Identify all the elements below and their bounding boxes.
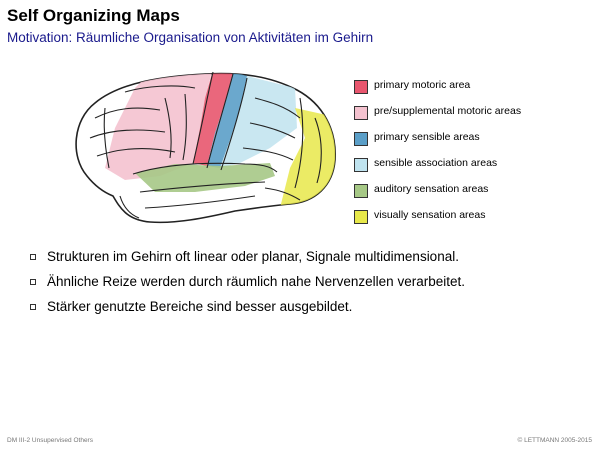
legend-label: auditory sensation areas xyxy=(374,183,489,195)
bullet-text: Strukturen im Gehirn oft linear oder pla… xyxy=(47,249,459,264)
bullet-square-icon xyxy=(30,254,36,260)
footer-copyright: © LETTMANN 2005-2015 xyxy=(517,437,592,444)
slide-title: Self Organizing Maps xyxy=(7,6,180,25)
legend-label: primary motoric area xyxy=(374,79,471,91)
bullet-text: Ähnliche Reize werden durch räumlich nah… xyxy=(47,274,465,289)
bullet-square-icon xyxy=(30,279,36,285)
legend-swatch xyxy=(354,132,368,146)
legend-swatch xyxy=(354,106,368,120)
bullet-square-icon xyxy=(30,304,36,310)
slide-subtitle: Motivation: Räumliche Organisation von A… xyxy=(7,30,374,45)
legend-swatch xyxy=(354,80,368,94)
legend-label: primary sensible areas xyxy=(374,131,480,143)
brain-illustration xyxy=(65,68,345,234)
legend-label: visually sensation areas xyxy=(374,209,486,221)
legend-swatch xyxy=(354,184,368,198)
bullet-text: Stärker genutzte Bereiche sind besser au… xyxy=(47,299,353,314)
legend-label: pre/supplemental motoric areas xyxy=(374,105,522,117)
legend-swatch xyxy=(354,210,368,224)
legend-label: sensible association areas xyxy=(374,157,498,169)
footer-course-label: DM III-2 Unsupervised Others xyxy=(7,437,93,444)
legend-swatch xyxy=(354,158,368,172)
